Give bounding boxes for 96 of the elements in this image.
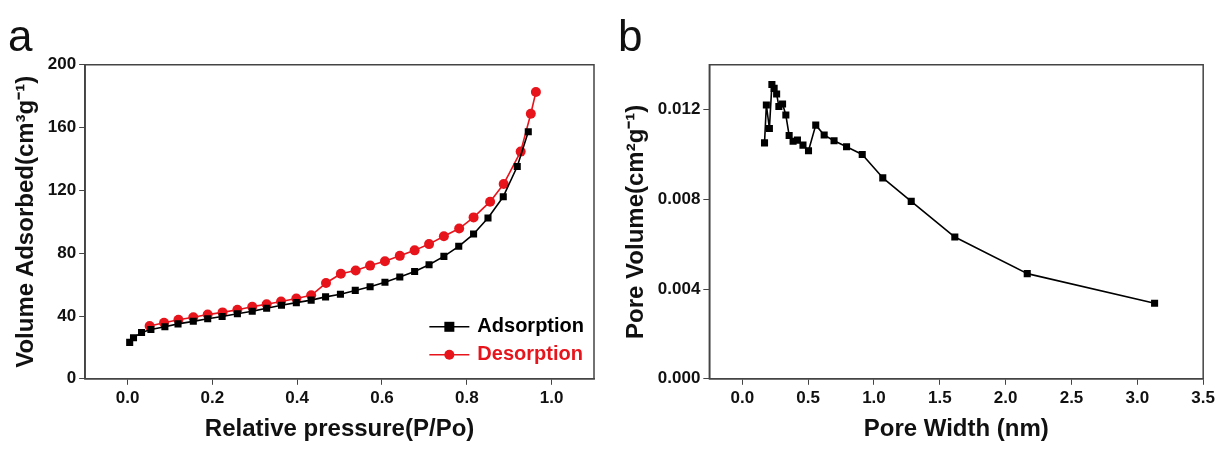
point bbox=[204, 315, 212, 323]
x-tick-label: 1.0 bbox=[539, 387, 564, 407]
point bbox=[454, 223, 465, 234]
point bbox=[530, 86, 541, 97]
point bbox=[513, 163, 521, 171]
chart-title: a bbox=[8, 10, 33, 60]
point bbox=[760, 139, 769, 147]
y-tick-label: 200 bbox=[47, 54, 77, 74]
point bbox=[129, 334, 138, 342]
point bbox=[351, 286, 359, 294]
point bbox=[277, 301, 286, 309]
point bbox=[524, 128, 532, 136]
point bbox=[322, 293, 330, 301]
x-tick-label: 2.5 bbox=[1059, 387, 1084, 407]
point bbox=[411, 268, 419, 276]
point bbox=[218, 312, 226, 321]
x-tick-label: 2.0 bbox=[993, 387, 1018, 407]
x-axis-title: Relative pressure(P/Po) bbox=[204, 414, 475, 442]
x-tick-label: 0.4 bbox=[285, 387, 310, 407]
point bbox=[396, 273, 404, 281]
point bbox=[785, 131, 793, 139]
y-tick-label: 0.000 bbox=[657, 368, 701, 388]
point bbox=[381, 278, 389, 286]
point bbox=[907, 197, 915, 205]
x-tick-label: 0.0 bbox=[115, 387, 140, 407]
point bbox=[804, 147, 813, 155]
point bbox=[366, 283, 374, 291]
y-tick-label: 0.012 bbox=[657, 99, 701, 119]
x-tick-label: 0.8 bbox=[454, 387, 479, 407]
x-tick-label: 0.2 bbox=[200, 387, 225, 407]
x-tick-label: 0.5 bbox=[796, 387, 820, 407]
point bbox=[138, 328, 146, 337]
x-tick-label: 0.6 bbox=[370, 387, 394, 407]
x-tick-label: 1.5 bbox=[927, 387, 952, 407]
point bbox=[470, 230, 478, 238]
point bbox=[350, 265, 361, 276]
point bbox=[498, 178, 509, 189]
point bbox=[292, 299, 300, 307]
y-tick-label: 0.008 bbox=[657, 189, 701, 209]
point bbox=[812, 121, 820, 129]
point bbox=[765, 124, 773, 133]
point bbox=[499, 193, 507, 201]
point bbox=[336, 290, 344, 298]
point bbox=[793, 136, 801, 144]
point bbox=[455, 242, 463, 250]
x-tick-label: 3.5 bbox=[1191, 387, 1215, 407]
y-tick-label: 120 bbox=[47, 180, 77, 200]
point bbox=[409, 245, 420, 256]
point bbox=[485, 196, 496, 207]
point bbox=[147, 325, 155, 334]
point bbox=[379, 256, 390, 267]
point bbox=[438, 231, 449, 242]
point bbox=[424, 239, 435, 250]
point bbox=[858, 150, 866, 159]
point bbox=[425, 261, 433, 269]
y-tick-label: 40 bbox=[57, 305, 77, 325]
y-tick-label: 0.004 bbox=[657, 278, 701, 298]
legend-label: Desorption bbox=[477, 342, 583, 365]
x-axis-title: Pore Width (nm) bbox=[863, 414, 1049, 442]
point bbox=[843, 143, 851, 151]
point bbox=[879, 174, 887, 182]
point bbox=[762, 101, 770, 109]
point bbox=[1151, 299, 1159, 307]
y-axis-title: Pore Volume(cm²g⁻¹) bbox=[621, 104, 649, 339]
chart-title: b bbox=[618, 10, 643, 60]
y-axis-title: Volume Adsorbed(cm³g⁻¹) bbox=[11, 75, 39, 368]
point bbox=[951, 233, 959, 241]
y-tick-label: 0 bbox=[66, 368, 77, 388]
point bbox=[525, 108, 536, 119]
point bbox=[468, 212, 479, 223]
point bbox=[830, 137, 838, 145]
point bbox=[233, 310, 241, 318]
point bbox=[1023, 270, 1031, 278]
point bbox=[248, 307, 256, 315]
x-tick-label: 0.0 bbox=[730, 387, 755, 407]
point bbox=[484, 214, 492, 222]
point bbox=[773, 90, 781, 98]
legend-label: Adsorption bbox=[477, 314, 585, 337]
point bbox=[782, 111, 790, 119]
y-tick-label: 80 bbox=[57, 242, 77, 262]
point bbox=[161, 323, 169, 331]
point bbox=[263, 304, 271, 312]
point bbox=[440, 252, 448, 260]
point bbox=[799, 141, 807, 149]
point bbox=[189, 317, 197, 325]
point bbox=[365, 260, 376, 271]
x-tick-label: 3.0 bbox=[1125, 387, 1150, 407]
point bbox=[321, 278, 332, 289]
point bbox=[820, 131, 828, 139]
point bbox=[394, 250, 405, 261]
point bbox=[779, 100, 787, 108]
point bbox=[335, 268, 346, 279]
x-tick-label: 1.0 bbox=[862, 387, 886, 407]
point bbox=[307, 296, 315, 304]
point bbox=[174, 320, 182, 328]
y-tick-label: 160 bbox=[47, 117, 77, 137]
